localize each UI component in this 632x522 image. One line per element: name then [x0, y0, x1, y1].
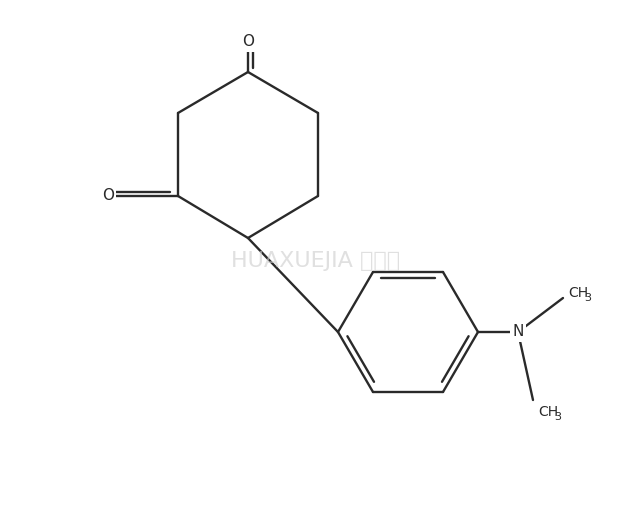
Text: CH: CH — [538, 405, 558, 419]
Text: 3: 3 — [584, 293, 591, 303]
Text: N: N — [513, 325, 524, 339]
Text: 3: 3 — [554, 412, 561, 422]
Text: HUAXUEJIA 化学加: HUAXUEJIA 化学加 — [231, 251, 401, 271]
Text: O: O — [242, 34, 254, 50]
Text: CH: CH — [568, 286, 588, 300]
Text: O: O — [102, 188, 114, 204]
